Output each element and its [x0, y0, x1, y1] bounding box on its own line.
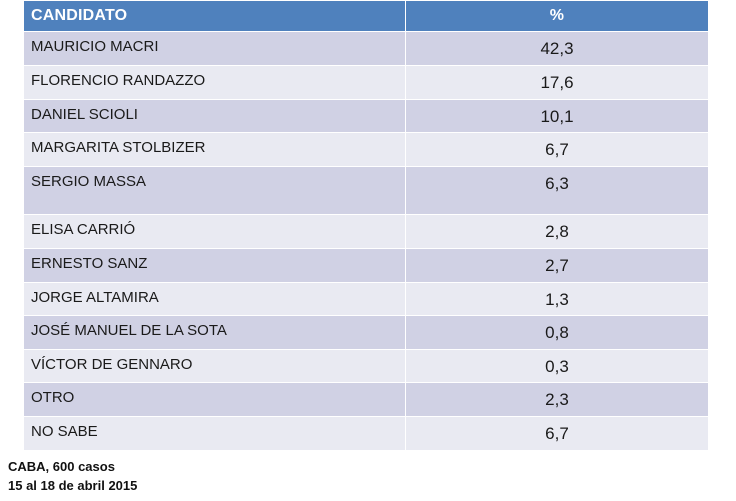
candidate-percent: 2,7	[405, 248, 709, 283]
table-row: ELISA CARRIÓ 2,8	[23, 214, 709, 249]
footer-sample-size: CABA, 600 casos	[8, 459, 115, 474]
candidate-name: DANIEL SCIOLI	[23, 99, 406, 133]
candidate-name: ELISA CARRIÓ	[23, 214, 406, 249]
candidate-percent: 6,7	[405, 132, 709, 167]
table-row: FLORENCIO RANDAZZO 17,6	[23, 65, 709, 100]
candidate-percent: 6,3	[405, 166, 709, 215]
table-header-row: CANDIDATO %	[23, 0, 709, 32]
table-row: SERGIO MASSA 6,3	[23, 166, 709, 215]
table-row: MAURICIO MACRI 42,3	[23, 31, 709, 66]
candidate-percent: 0,3	[405, 349, 709, 383]
header-percent: %	[405, 0, 709, 32]
results-table: CANDIDATO % MAURICIO MACRI 42,3 FLORENCI…	[23, 0, 709, 451]
candidate-name: JOSÉ MANUEL DE LA SOTA	[23, 315, 406, 350]
table-row: JORGE ALTAMIRA 1,3	[23, 282, 709, 316]
candidate-percent: 10,1	[405, 99, 709, 133]
footer-date-range: 15 al 18 de abril 2015	[8, 478, 138, 493]
header-candidato: CANDIDATO	[23, 0, 406, 32]
candidate-name: JORGE ALTAMIRA	[23, 282, 406, 316]
candidate-name: NO SABE	[23, 416, 406, 451]
candidate-percent: 2,3	[405, 382, 709, 417]
candidate-percent: 17,6	[405, 65, 709, 100]
candidate-percent: 42,3	[405, 31, 709, 66]
table-row: VÍCTOR DE GENNARO 0,3	[23, 349, 709, 383]
candidate-percent: 2,8	[405, 214, 709, 249]
candidate-percent: 6,7	[405, 416, 709, 451]
candidate-name: SERGIO MASSA	[23, 166, 406, 215]
candidate-name: MARGARITA STOLBIZER	[23, 132, 406, 167]
candidate-name: ERNESTO SANZ	[23, 248, 406, 283]
table-row: OTRO 2,3	[23, 382, 709, 417]
table-row: MARGARITA STOLBIZER 6,7	[23, 132, 709, 167]
candidate-percent: 0,8	[405, 315, 709, 350]
candidate-name: VÍCTOR DE GENNARO	[23, 349, 406, 383]
candidate-name: FLORENCIO RANDAZZO	[23, 65, 406, 100]
table-row: JOSÉ MANUEL DE LA SOTA 0,8	[23, 315, 709, 350]
table-row: DANIEL SCIOLI 10,1	[23, 99, 709, 133]
footer-note: CABA, 600 casos 15 al 18 de abril 2015	[8, 457, 137, 495]
table-row: NO SABE 6,7	[23, 416, 709, 451]
candidate-percent: 1,3	[405, 282, 709, 316]
candidate-name: MAURICIO MACRI	[23, 31, 406, 66]
candidate-name: OTRO	[23, 382, 406, 417]
table-row: ERNESTO SANZ 2,7	[23, 248, 709, 283]
